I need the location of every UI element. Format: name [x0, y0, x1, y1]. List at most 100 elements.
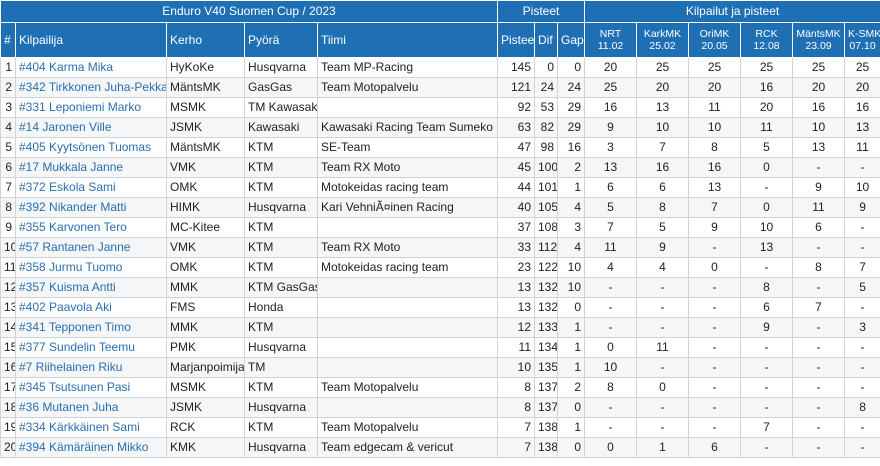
event-points-cell: - [636, 317, 689, 338]
points-cell: 145 [497, 57, 535, 78]
points-cell: 45 [497, 157, 535, 178]
event-points-cell: - [843, 337, 880, 358]
gap-cell: 1 [557, 357, 585, 378]
team-cell [317, 397, 498, 418]
rider-cell: #331 Leponiemi Marko [15, 97, 167, 118]
rider-link[interactable]: #377 Sundelin Teemu [19, 340, 135, 354]
event-points-cell: - [636, 297, 689, 318]
dif-cell: 133 [534, 317, 558, 338]
event-points-cell: 0 [740, 197, 793, 218]
rider-link[interactable]: #345 Tsutsunen Pasi [19, 380, 131, 394]
event-points-cell: 9 [688, 217, 741, 238]
event-date: 07.10 [849, 40, 876, 52]
rider-cell: #358 Jurmu Tuomo [15, 257, 167, 278]
event-points-cell: 6 [792, 217, 845, 238]
event-points-cell: - [740, 357, 793, 378]
gap-cell: 10 [557, 257, 585, 278]
event-points-cell: 16 [688, 157, 741, 178]
rank-cell: 13 [0, 297, 16, 318]
event-points-cell: - [740, 437, 793, 458]
bike-cell: TM [244, 357, 318, 378]
team-cell: Motokeidas racing team [317, 177, 498, 198]
rider-link[interactable]: #394 Kämäräinen Mikko [19, 440, 149, 454]
event-points-cell: 8 [740, 277, 793, 298]
rider-cell: #57 Rantanen Janne [15, 237, 167, 258]
event-points-cell: - [792, 277, 845, 298]
rider-link[interactable]: #14 Jaronen Ville [19, 120, 112, 134]
dif-cell: 138 [534, 417, 558, 438]
event-points-cell: 0 [740, 157, 793, 178]
rider-link[interactable]: #358 Jurmu Tuomo [19, 260, 123, 274]
table-row: 18#36 Mutanen JuhaJSMKHusqvarna81370----… [0, 397, 880, 418]
event-points-cell: - [792, 337, 845, 358]
event-points-cell: 4 [636, 257, 689, 278]
event-points-cell: 0 [584, 337, 637, 358]
rider-cell: #7 Riihelainen Riku [15, 357, 167, 378]
table-row: 6 #17 Mukkala Janne VMK KTM Team RX Moto 45 10… [0, 157, 880, 178]
col-club: Kerho [166, 22, 245, 58]
rider-link[interactable]: #36 Mutanen Juha [19, 400, 119, 414]
rider-link[interactable]: #7 Riihelainen Riku [19, 360, 123, 374]
event-points-cell: 11 [636, 337, 689, 358]
rank-cell: 18 [0, 397, 16, 418]
event-points-cell: 25 [584, 77, 637, 98]
club-cell: Marjanpoimijat [166, 357, 245, 378]
event-points-cell: 11 [688, 97, 741, 118]
bike-cell: KTM [244, 217, 318, 238]
rank-cell: 12 [0, 277, 16, 298]
club-cell: MäntsMK [166, 137, 245, 158]
rider-link[interactable]: #342 Tirkkonen Juha-Pekka [19, 80, 167, 94]
points-cell: 121 [497, 77, 535, 98]
event-points-cell: - [636, 397, 689, 418]
col-rank: # [0, 22, 16, 58]
event-points-cell: 25 [636, 57, 689, 78]
event-name: OriMK [699, 28, 730, 40]
event-points-cell: - [843, 377, 880, 398]
col-event: RCK 12.08 [740, 22, 793, 58]
club-cell: JSMK [166, 117, 245, 138]
event-points-cell: 25 [740, 57, 793, 78]
rider-link[interactable]: #392 Nikander Matti [19, 200, 127, 214]
event-points-cell: 20 [792, 77, 845, 98]
event-date: 25.02 [649, 40, 676, 52]
event-points-cell: 16 [636, 157, 689, 178]
rider-link[interactable]: #405 Kyytsönen Tuomas [19, 140, 152, 154]
rider-cell: #372 Eskola Sami [15, 177, 167, 198]
rider-cell: #341 Tepponen Timo [15, 317, 167, 338]
event-points-cell: - [843, 417, 880, 438]
points-cell: 12 [497, 317, 535, 338]
rider-cell: #17 Mukkala Janne [15, 157, 167, 178]
event-points-cell: 6 [688, 437, 741, 458]
table-row: 4 #14 Jaronen Ville JSMK Kawasaki Kawasaki R… [0, 117, 880, 138]
rank-cell: 5 [0, 137, 16, 158]
event-points-cell: 0 [636, 377, 689, 398]
rider-link[interactable]: #357 Kuisma Antti [19, 280, 116, 294]
event-points-cell: 10 [688, 117, 741, 138]
rider-link[interactable]: #17 Mukkala Janne [19, 160, 124, 174]
table-row: 9 #355 Karvonen Tero MC-Kitee KTM 37 108 3 7 5 9 1… [0, 217, 880, 238]
rider-link[interactable]: #404 Karma Mika [19, 60, 114, 74]
points-cell: 8 [497, 397, 535, 418]
event-points-cell: 0 [584, 437, 637, 458]
rider-cell: #357 Kuisma Antti [15, 277, 167, 298]
event-points-cell: - [740, 377, 793, 398]
event-points-cell: 6 [740, 297, 793, 318]
points-cell: 7 [497, 417, 535, 438]
rider-link[interactable]: #334 Kärkkäinen Sami [19, 420, 140, 434]
rider-link[interactable]: #341 Tepponen Timo [19, 320, 131, 334]
col-dif: Dif [534, 22, 558, 58]
rider-cell: #405 Kyytsönen Tuomas [15, 137, 167, 158]
rider-link[interactable]: #331 Leponiemi Marko [19, 100, 142, 114]
rider-link[interactable]: #57 Rantanen Janne [19, 240, 131, 254]
event-points-cell: 9 [843, 197, 880, 218]
event-points-cell: 10 [792, 117, 845, 138]
club-cell: OMK [166, 177, 245, 198]
rider-link[interactable]: #372 Eskola Sami [19, 180, 116, 194]
team-cell: Team Motopalvelu [317, 77, 498, 98]
event-points-cell: 20 [843, 77, 880, 98]
rider-link[interactable]: #402 Paavola Aki [19, 300, 112, 314]
rider-link[interactable]: #355 Karvonen Tero [19, 220, 127, 234]
team-cell: Team RX Moto [317, 157, 498, 178]
